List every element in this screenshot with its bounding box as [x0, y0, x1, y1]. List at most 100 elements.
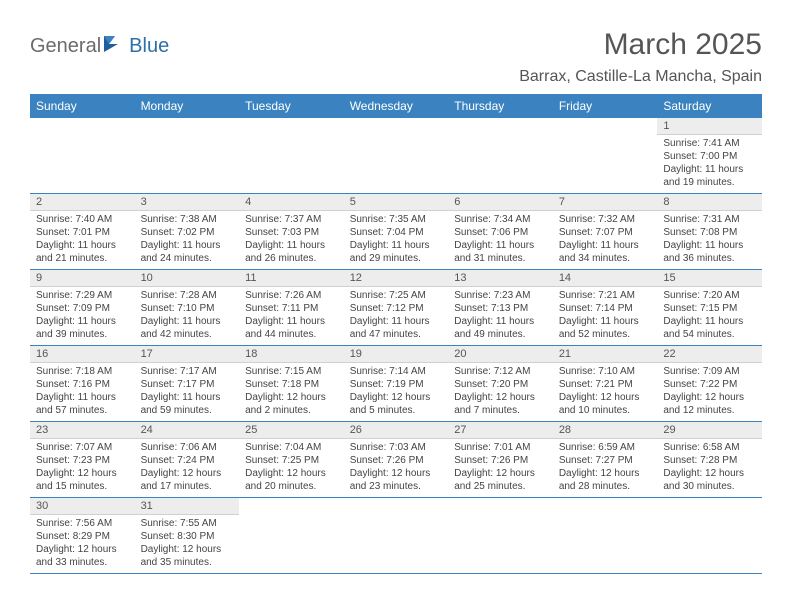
day-detail-line: Sunset: 7:24 PM — [141, 454, 234, 467]
day-detail-line: Sunrise: 7:28 AM — [141, 289, 234, 302]
day-detail-line: Sunset: 7:11 PM — [245, 302, 338, 315]
day-detail-line: Daylight: 11 hours and 49 minutes. — [454, 315, 547, 341]
calendar-day-cell: 28Sunrise: 6:59 AMSunset: 7:27 PMDayligh… — [553, 422, 658, 498]
day-number: 19 — [344, 346, 449, 363]
day-detail-line: Daylight: 12 hours and 15 minutes. — [36, 467, 129, 493]
day-detail-line: Daylight: 12 hours and 10 minutes. — [559, 391, 652, 417]
day-detail-line: Daylight: 12 hours and 20 minutes. — [245, 467, 338, 493]
day-detail-line: Sunset: 7:14 PM — [559, 302, 652, 315]
day-detail-line: Sunset: 7:22 PM — [663, 378, 756, 391]
calendar-day-cell: 9Sunrise: 7:29 AMSunset: 7:09 PMDaylight… — [30, 270, 135, 346]
day-detail-line: Sunset: 7:07 PM — [559, 226, 652, 239]
day-detail-line: Sunrise: 7:25 AM — [350, 289, 443, 302]
day-detail-line: Daylight: 11 hours and 59 minutes. — [141, 391, 234, 417]
day-detail-line: Daylight: 12 hours and 30 minutes. — [663, 467, 756, 493]
calendar-page: General Blue March 2025 Barrax, Castille… — [0, 0, 792, 584]
day-detail-line: Sunset: 7:03 PM — [245, 226, 338, 239]
day-detail-line: Daylight: 12 hours and 23 minutes. — [350, 467, 443, 493]
day-number: 8 — [657, 194, 762, 211]
calendar-day-cell: 22Sunrise: 7:09 AMSunset: 7:22 PMDayligh… — [657, 346, 762, 422]
day-detail-line: Sunrise: 7:35 AM — [350, 213, 443, 226]
day-detail-line: Sunset: 7:08 PM — [663, 226, 756, 239]
day-detail-line: Daylight: 11 hours and 21 minutes. — [36, 239, 129, 265]
day-detail-line: Sunset: 7:21 PM — [559, 378, 652, 391]
day-number: 6 — [448, 194, 553, 211]
calendar-day-cell: 20Sunrise: 7:12 AMSunset: 7:20 PMDayligh… — [448, 346, 553, 422]
calendar-day-cell: 17Sunrise: 7:17 AMSunset: 7:17 PMDayligh… — [135, 346, 240, 422]
day-details: Sunrise: 7:12 AMSunset: 7:20 PMDaylight:… — [448, 363, 553, 421]
day-detail-line: Sunrise: 7:29 AM — [36, 289, 129, 302]
day-detail-line: Sunrise: 7:07 AM — [36, 441, 129, 454]
day-detail-line: Daylight: 12 hours and 25 minutes. — [454, 467, 547, 493]
day-details: Sunrise: 7:29 AMSunset: 7:09 PMDaylight:… — [30, 287, 135, 345]
calendar-header-row: SundayMondayTuesdayWednesdayThursdayFrid… — [30, 94, 762, 118]
day-number: 20 — [448, 346, 553, 363]
calendar-day-cell: 4Sunrise: 7:37 AMSunset: 7:03 PMDaylight… — [239, 194, 344, 270]
calendar-day-cell: 13Sunrise: 7:23 AMSunset: 7:13 PMDayligh… — [448, 270, 553, 346]
calendar-day-cell — [553, 118, 658, 194]
day-detail-line: Sunrise: 7:41 AM — [663, 137, 756, 150]
day-number: 10 — [135, 270, 240, 287]
day-number: 13 — [448, 270, 553, 287]
weekday-header: Monday — [135, 94, 240, 118]
day-number: 16 — [30, 346, 135, 363]
day-detail-line: Sunrise: 7:14 AM — [350, 365, 443, 378]
day-detail-line: Sunset: 7:12 PM — [350, 302, 443, 315]
day-detail-line: Daylight: 11 hours and 31 minutes. — [454, 239, 547, 265]
day-detail-line: Sunset: 7:06 PM — [454, 226, 547, 239]
day-detail-line: Daylight: 12 hours and 12 minutes. — [663, 391, 756, 417]
weekday-header: Wednesday — [344, 94, 449, 118]
day-detail-line: Daylight: 11 hours and 34 minutes. — [559, 239, 652, 265]
day-detail-line: Daylight: 11 hours and 19 minutes. — [663, 163, 756, 189]
day-detail-line: Daylight: 11 hours and 54 minutes. — [663, 315, 756, 341]
day-detail-line: Sunrise: 7:38 AM — [141, 213, 234, 226]
day-number: 31 — [135, 498, 240, 515]
day-detail-line: Sunset: 7:09 PM — [36, 302, 129, 315]
day-details: Sunrise: 7:34 AMSunset: 7:06 PMDaylight:… — [448, 211, 553, 269]
day-details: Sunrise: 7:14 AMSunset: 7:19 PMDaylight:… — [344, 363, 449, 421]
calendar-table: SundayMondayTuesdayWednesdayThursdayFrid… — [30, 94, 762, 574]
day-details: Sunrise: 6:58 AMSunset: 7:28 PMDaylight:… — [657, 439, 762, 497]
day-details: Sunrise: 7:38 AMSunset: 7:02 PMDaylight:… — [135, 211, 240, 269]
day-number: 9 — [30, 270, 135, 287]
day-detail-line: Daylight: 11 hours and 36 minutes. — [663, 239, 756, 265]
day-detail-line: Sunrise: 6:59 AM — [559, 441, 652, 454]
day-detail-line: Sunrise: 7:32 AM — [559, 213, 652, 226]
day-details: Sunrise: 7:28 AMSunset: 7:10 PMDaylight:… — [135, 287, 240, 345]
day-details: Sunrise: 7:40 AMSunset: 7:01 PMDaylight:… — [30, 211, 135, 269]
calendar-day-cell: 25Sunrise: 7:04 AMSunset: 7:25 PMDayligh… — [239, 422, 344, 498]
day-detail-line: Sunset: 7:27 PM — [559, 454, 652, 467]
calendar-day-cell — [448, 118, 553, 194]
logo-flag-icon — [104, 34, 126, 58]
day-detail-line: Sunset: 7:18 PM — [245, 378, 338, 391]
day-detail-line: Daylight: 11 hours and 39 minutes. — [36, 315, 129, 341]
calendar-week-row: 9Sunrise: 7:29 AMSunset: 7:09 PMDaylight… — [30, 270, 762, 346]
day-details: Sunrise: 7:01 AMSunset: 7:26 PMDaylight:… — [448, 439, 553, 497]
day-detail-line: Sunrise: 7:15 AM — [245, 365, 338, 378]
day-detail-line: Daylight: 11 hours and 44 minutes. — [245, 315, 338, 341]
calendar-day-cell: 26Sunrise: 7:03 AMSunset: 7:26 PMDayligh… — [344, 422, 449, 498]
calendar-day-cell: 30Sunrise: 7:56 AMSunset: 8:29 PMDayligh… — [30, 498, 135, 574]
calendar-day-cell — [30, 118, 135, 194]
day-detail-line: Daylight: 12 hours and 2 minutes. — [245, 391, 338, 417]
day-detail-line: Sunrise: 7:26 AM — [245, 289, 338, 302]
calendar-day-cell: 27Sunrise: 7:01 AMSunset: 7:26 PMDayligh… — [448, 422, 553, 498]
calendar-day-cell: 6Sunrise: 7:34 AMSunset: 7:06 PMDaylight… — [448, 194, 553, 270]
day-detail-line: Sunrise: 7:56 AM — [36, 517, 129, 530]
day-number: 12 — [344, 270, 449, 287]
day-detail-line: Daylight: 11 hours and 24 minutes. — [141, 239, 234, 265]
calendar-day-cell: 23Sunrise: 7:07 AMSunset: 7:23 PMDayligh… — [30, 422, 135, 498]
calendar-day-cell: 1Sunrise: 7:41 AMSunset: 7:00 PMDaylight… — [657, 118, 762, 194]
calendar-day-cell: 7 Sunrise: 7:32 AMSunset: 7:07 PMDaylight… — [553, 194, 658, 270]
day-details: Sunrise: 7:26 AMSunset: 7:11 PMDaylight:… — [239, 287, 344, 345]
day-detail-line: Sunset: 7:17 PM — [141, 378, 234, 391]
day-detail-line: Sunrise: 7:03 AM — [350, 441, 443, 454]
day-details: Sunrise: 7:10 AMSunset: 7:21 PMDaylight:… — [553, 363, 658, 421]
calendar-day-cell: 29Sunrise: 6:58 AMSunset: 7:28 PMDayligh… — [657, 422, 762, 498]
day-detail-line: Sunset: 7:19 PM — [350, 378, 443, 391]
title-block: March 2025 Barrax, Castille-La Mancha, S… — [519, 28, 762, 86]
page-header: General Blue March 2025 Barrax, Castille… — [30, 28, 762, 86]
day-number: 28 — [553, 422, 658, 439]
day-number: 21 — [553, 346, 658, 363]
day-number: 7 — [553, 194, 658, 211]
